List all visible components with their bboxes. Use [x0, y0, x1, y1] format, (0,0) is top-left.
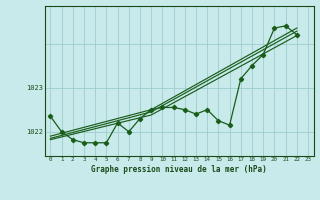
X-axis label: Graphe pression niveau de la mer (hPa): Graphe pression niveau de la mer (hPa) — [91, 165, 267, 174]
